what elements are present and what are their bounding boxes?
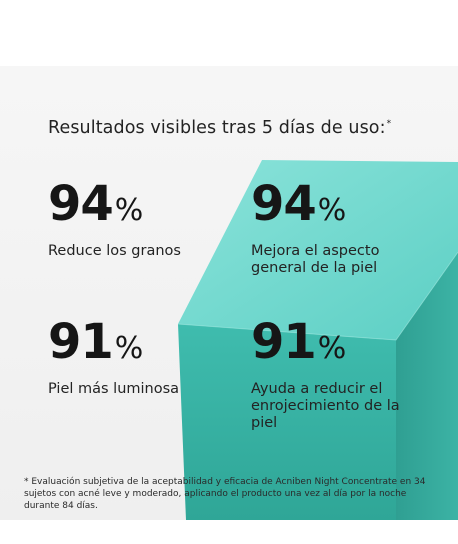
stat-value: 91: [251, 314, 317, 370]
percent-sign: %: [114, 331, 144, 366]
stat-percentage: 91%: [48, 318, 179, 373]
background-panel: [0, 66, 458, 520]
results-headline: Resultados visibles tras 5 días de uso:*: [48, 118, 391, 138]
stat-label: Ayuda a reducir el enrojecimiento de la …: [251, 381, 400, 431]
percent-sign: %: [317, 193, 347, 228]
stat-percentage: 94%: [251, 180, 411, 235]
stat-value: 94: [48, 176, 114, 232]
percent-sign: %: [317, 331, 347, 366]
cube-side-face: [396, 252, 458, 520]
stat-percentage: 94%: [48, 180, 181, 235]
stat-percentage: 91%: [251, 318, 411, 373]
stat-label: Mejora el aspecto general de la piel: [251, 243, 380, 276]
cube-top-face: [178, 160, 458, 340]
footnote: * Evaluación subjetiva de la aceptabilid…: [24, 477, 426, 511]
stat-reduce-granos: 94% Reduce los granos: [48, 180, 181, 260]
stat-value: 94: [251, 176, 317, 232]
stat-piel-luminosa: 91% Piel más luminosa: [48, 318, 179, 398]
cube-front-face: [178, 324, 396, 520]
stat-label: Piel más luminosa: [48, 381, 180, 397]
stat-mejora-aspecto: 94% Mejora el aspecto general de la piel: [251, 180, 411, 277]
headline-footnote-marker: *: [386, 119, 392, 129]
stat-label: Reduce los granos: [48, 243, 181, 259]
teal-cube-graphic: [177, 160, 458, 520]
stat-reduce-enrojecimiento: 91% Ayuda a reducir el enrojecimiento de…: [251, 318, 411, 432]
headline-text: Resultados visibles tras 5 días de uso:: [48, 118, 386, 138]
stat-value: 91: [48, 314, 114, 370]
percent-sign: %: [114, 193, 144, 228]
